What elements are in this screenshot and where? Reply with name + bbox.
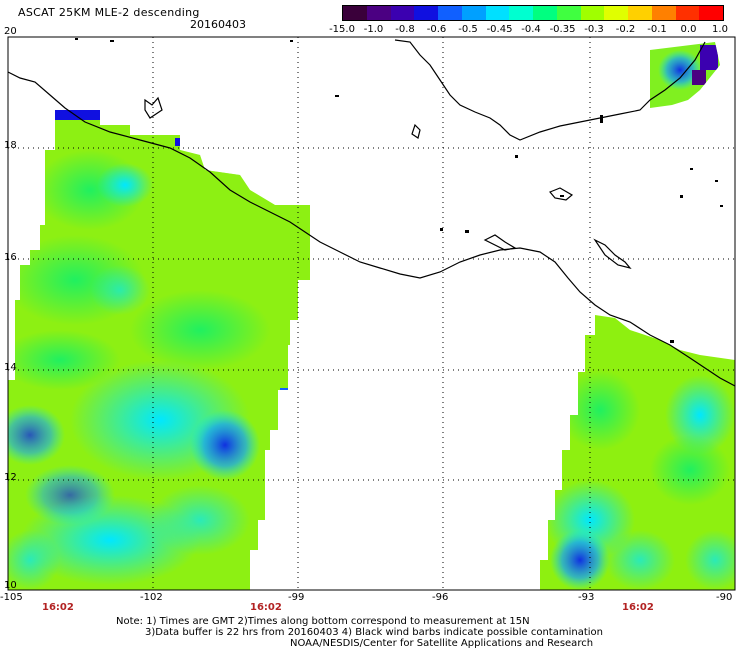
note-line-2: 3)Data buffer is 22 hrs from 20160403 4)…	[145, 627, 603, 638]
colorbar-label: -0.45	[486, 24, 513, 35]
colorbar-swatch	[533, 6, 557, 20]
lon-label-105: -105	[0, 592, 23, 603]
lat-label-10: 10	[4, 580, 17, 591]
left-swath	[8, 110, 310, 590]
colorbar-swatch	[366, 6, 391, 20]
colorbar-swatch	[461, 6, 486, 20]
colorbar	[342, 5, 724, 21]
colorbar-swatch	[438, 6, 462, 20]
colorbar-label: -1.0	[363, 24, 384, 35]
coastline	[7, 39, 736, 387]
colorbar-swatch	[509, 6, 533, 20]
colorbar-label: -0.1	[647, 24, 667, 35]
lat-label-12: 12	[4, 472, 17, 483]
time-label-right: 16:02	[622, 602, 654, 613]
right-swath	[540, 315, 735, 590]
lat-label-18: 18	[4, 140, 17, 151]
map-date: 20160403	[190, 18, 246, 31]
lat-label-14: 14	[4, 362, 17, 373]
time-label-middle: 16:02	[250, 602, 282, 613]
lat-label-20: 20	[4, 26, 17, 37]
colorbar-swatch	[485, 6, 510, 20]
colorbar-label: 1.0	[712, 24, 728, 35]
graticule	[8, 37, 735, 590]
colorbar-labels: -15.0 -1.0 -0.8 -0.6 -0.5 -0.45 -0.4 -0.35 -0.3-…	[329, 24, 730, 38]
colorbar-swatch	[628, 6, 652, 20]
note-line-1: Note: 1) Times are GMT 2)Times along bot…	[116, 616, 530, 627]
colorbar-label: 0.0	[680, 24, 697, 35]
colorbar-label: -0.35	[549, 24, 576, 35]
colorbar-label: -0.2	[615, 24, 636, 35]
small-islands	[75, 38, 723, 343]
lon-label-96: -96	[432, 592, 449, 603]
colorbar-label: -0.4	[521, 24, 541, 35]
colorbar-swatch	[699, 6, 723, 20]
lat-label-16: 16	[4, 252, 17, 263]
colorbar-swatch	[390, 6, 415, 20]
colorbar-label: -0.3	[584, 24, 604, 35]
top-swath	[650, 42, 720, 108]
colorbar-swatch	[580, 6, 605, 20]
map-title: ASCAT 25KM MLE-2 descending	[18, 6, 200, 19]
colorbar-swatch	[556, 6, 581, 20]
colorbar-swatch	[604, 6, 628, 20]
colorbar-swatch	[414, 6, 438, 20]
colorbar-label: -0.5	[458, 24, 478, 35]
note-line-3: NOAA/NESDIS/Center for Satellite Applica…	[290, 638, 594, 649]
lon-label-93: -93	[578, 592, 595, 603]
colorbar-swatch	[343, 6, 367, 20]
colorbar-swatch	[675, 6, 700, 20]
time-label-left: 16:02	[42, 602, 74, 613]
colorbar-label: -0.6	[426, 24, 447, 35]
colorbar-label: -0.8	[395, 24, 415, 35]
lon-label-99: -99	[288, 592, 305, 603]
colorbar-label: -15.0	[329, 24, 355, 35]
colorbar-swatch	[651, 6, 676, 20]
lon-label-90: -90	[716, 592, 733, 603]
map-frame	[7, 36, 736, 591]
lon-label-102: -102	[140, 592, 163, 603]
